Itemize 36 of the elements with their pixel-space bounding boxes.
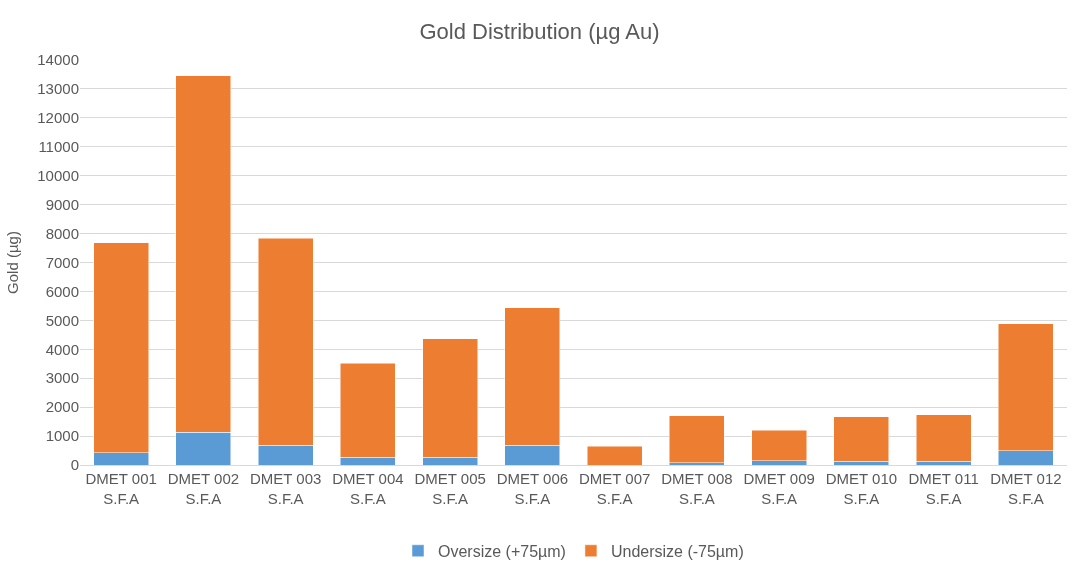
y-tick-label: 7000 — [45, 253, 79, 271]
y-tick-label: 13000 — [37, 80, 79, 98]
x-tick-label: DMET 004 S.F.A — [332, 470, 404, 507]
x-tick-label: DMET 007 S.F.A — [578, 470, 651, 507]
y-tick-label: 14000 — [37, 51, 79, 69]
y-tick-label: 0 — [70, 456, 79, 474]
y-tick-label: 6000 — [45, 282, 79, 300]
x-tick-label: DMET 005 S.F.A — [414, 470, 486, 507]
y-tick-label: 3000 — [45, 369, 79, 387]
x-tick-label: DMET 009 S.F.A — [743, 470, 815, 507]
bar — [669, 415, 725, 463]
y-axis-title: Gold (µg) — [3, 231, 21, 294]
legend-label: Oversize (+75µm) — [438, 542, 566, 560]
y-tick-label: 4000 — [45, 340, 79, 358]
x-tick-label: DMET 008 S.F.A — [661, 470, 733, 507]
x-tick-label: DMET 003 S.F.A — [249, 470, 322, 507]
x-tick-label: DMET 006 S.F.A — [496, 470, 569, 507]
bar — [586, 445, 643, 465]
x-tick-label: DMET 001 S.F.A — [85, 470, 157, 507]
y-tick-label: 1000 — [45, 427, 79, 445]
x-tick-label: DMET 010 S.F.A — [825, 470, 898, 507]
legend-label: Undersize (-75µm) — [610, 542, 744, 560]
y-tick-label: 5000 — [45, 311, 79, 329]
bar — [833, 416, 890, 462]
y-tick-label: 2000 — [45, 398, 79, 416]
bar — [751, 430, 807, 461]
x-tick-label: DMET 011 S.F.A — [908, 470, 979, 507]
y-tick-label: 11000 — [38, 138, 79, 156]
chart-title: Gold Distribution (µg Au) — [419, 18, 660, 44]
x-tick-label: DMET 002 S.F.A — [167, 470, 240, 507]
bar — [915, 414, 972, 462]
x-tick-label: DMET 012 S.F.A — [990, 470, 1062, 507]
y-tick-label: 10000 — [37, 166, 79, 184]
y-tick-label: 9000 — [45, 195, 79, 213]
y-tick-label: 8000 — [45, 224, 79, 242]
y-tick-label: 12000 — [37, 109, 79, 127]
